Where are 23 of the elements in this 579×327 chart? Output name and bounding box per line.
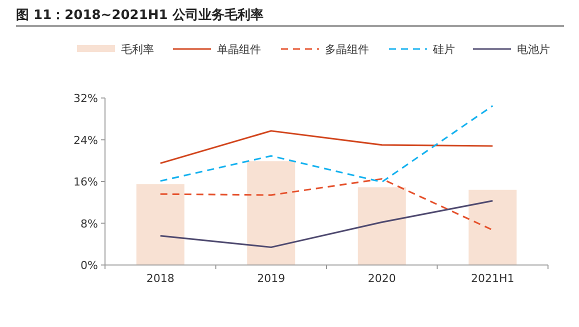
x-tick-label: 2018 <box>146 272 174 285</box>
bar <box>247 161 296 265</box>
legend-label: 毛利率 <box>121 43 154 56</box>
x-tick-label: 2021H1 <box>470 272 514 285</box>
y-tick-label: 16% <box>74 176 98 188</box>
line-series <box>160 130 494 164</box>
y-tick-label: 8% <box>80 217 98 230</box>
x-tick-label: 2019 <box>257 272 286 285</box>
bar <box>468 190 517 265</box>
bar <box>136 184 184 265</box>
y-tick-label: 0% <box>80 259 98 272</box>
chart-title: 图 11：2018~2021H1 公司业务毛利率 <box>16 7 264 23</box>
legend-label: 电池片 <box>517 43 550 56</box>
y-tick-label: 24% <box>74 134 98 147</box>
y-tick-label: 32% <box>74 92 98 105</box>
legend-label: 硅片 <box>432 43 455 56</box>
x-tick-label: 2020 <box>368 272 396 285</box>
legend-label: 多晶组件 <box>325 43 369 56</box>
line-series <box>160 200 494 248</box>
legend-label: 单晶组件 <box>217 43 261 56</box>
line-series <box>160 105 494 183</box>
bar <box>358 187 406 265</box>
line-series <box>160 178 494 231</box>
